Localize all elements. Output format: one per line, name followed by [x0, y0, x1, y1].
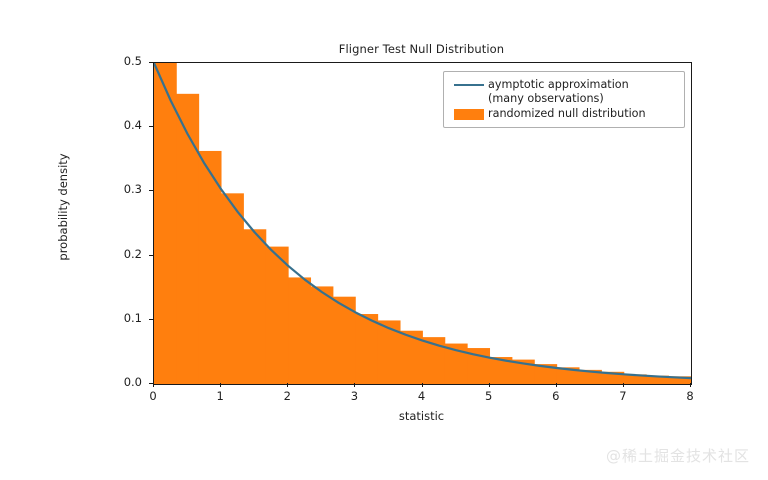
- histogram-bar: [310, 286, 334, 384]
- histogram-bar: [444, 343, 468, 384]
- x-tick-label: 0: [149, 389, 157, 403]
- x-tick-label: 5: [484, 389, 493, 403]
- legend-item-randomized: randomized null distribution: [450, 107, 678, 121]
- x-tick-mark: [690, 383, 691, 387]
- y-tick-mark: [149, 254, 153, 256]
- histogram-bar: [579, 369, 602, 384]
- histogram-bar: [534, 364, 558, 384]
- y-tick-mark: [149, 318, 153, 320]
- x-tick-mark: [555, 383, 557, 387]
- x-axis-label: statistic: [398, 409, 445, 423]
- y-tick-mark: [149, 190, 153, 192]
- x-tick-label: 6: [552, 389, 560, 403]
- histogram-bar: [512, 359, 535, 384]
- y-tick-mark: [149, 126, 153, 128]
- histogram-bar: [198, 150, 222, 384]
- histogram-bar: [400, 330, 423, 384]
- legend-patch-swatch-icon: [450, 107, 488, 120]
- x-tick-mark: [622, 383, 624, 387]
- x-tick-label: 1: [216, 389, 224, 403]
- y-tick-label: 0.4: [123, 118, 142, 133]
- histogram-bar: [154, 63, 177, 384]
- y-tick-mark: [149, 383, 153, 384]
- x-tick-label: 4: [417, 389, 426, 403]
- legend-item-asymptotic: aymptotic approximation (many observatio…: [450, 78, 678, 106]
- x-tick-mark: [354, 383, 356, 387]
- legend-item-label: randomized null distribution: [488, 107, 646, 120]
- x-tick-mark: [421, 383, 423, 387]
- histogram-bar: [221, 193, 244, 384]
- histogram-bar: [377, 320, 401, 384]
- x-tick-mark: [220, 383, 222, 387]
- histogram-bar: [243, 229, 267, 384]
- legend: aymptotic approximation (many observatio…: [443, 71, 685, 128]
- histogram-bar: [176, 93, 200, 384]
- plot-svg: [154, 63, 691, 384]
- y-tick-mark: [149, 62, 153, 63]
- x-tick-label: 3: [350, 389, 359, 403]
- x-tick-label: 2: [283, 389, 291, 403]
- histogram-bar: [265, 246, 289, 384]
- x-tick-label: 8: [686, 389, 694, 403]
- histogram-bar: [489, 357, 513, 384]
- y-tick-label: 0.2: [123, 246, 142, 261]
- histogram-bar: [422, 337, 446, 384]
- y-axis-label: probability density: [56, 153, 70, 261]
- y-tick-label: 0.3: [123, 182, 142, 197]
- histogram-bar: [556, 367, 580, 384]
- x-tick-mark: [488, 383, 490, 387]
- y-tick-label: 0.0: [123, 375, 142, 389]
- legend-item-label: aymptotic approximation (many observatio…: [488, 78, 629, 105]
- histogram-bar: [646, 375, 670, 384]
- y-tick-label: 0.1: [123, 310, 142, 325]
- histogram-bar: [355, 314, 379, 384]
- histogram-bar: [333, 296, 356, 384]
- asymptotic-curve-line: [154, 63, 691, 380]
- legend-line-swatch-icon: [450, 78, 488, 87]
- page-title: Fligner Test Null Distribution: [338, 42, 505, 56]
- histogram-bars: [154, 63, 691, 384]
- x-tick-mark: [287, 383, 289, 387]
- histogram-bar: [623, 374, 647, 384]
- histogram-bar: [668, 376, 691, 384]
- x-tick-mark: [153, 383, 154, 387]
- x-tick-label: 7: [619, 389, 627, 403]
- y-tick-label: 0.5: [123, 54, 142, 68]
- histogram-bar: [288, 277, 312, 384]
- watermark-text: @稀土掘金技术社区: [605, 447, 750, 465]
